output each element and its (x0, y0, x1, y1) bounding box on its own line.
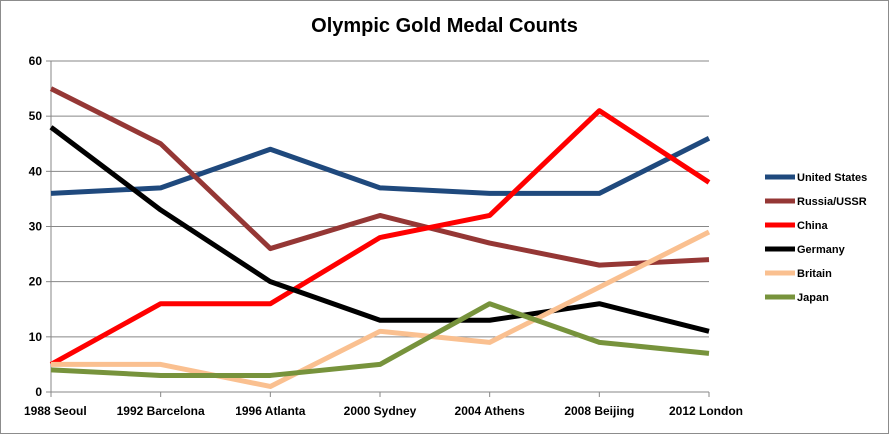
x-tick-label: 2004 Athens (455, 404, 526, 418)
y-tick-label: 0 (35, 385, 42, 399)
series-line (50, 135, 711, 196)
y-tick-label: 10 (29, 330, 43, 344)
gridlines (51, 60, 709, 338)
y-tick-label: 40 (29, 164, 43, 178)
x-tick-label: 1992 Barcelona (117, 404, 205, 418)
legend-label: United States (797, 172, 867, 184)
y-tick-label: 50 (29, 109, 43, 123)
x-tick-label: 2008 Beijing (564, 404, 634, 418)
series-line (49, 125, 710, 334)
legend-label: Germany (797, 244, 846, 256)
y-tick-label: 20 (29, 275, 43, 289)
chart-title: Olympic Gold Medal Counts (311, 15, 578, 37)
y-tick-label: 30 (29, 220, 43, 234)
x-tick-label: 2000 Sydney (344, 404, 417, 418)
x-tick-label: 1996 Atlanta (235, 404, 306, 418)
x-tick-label: 2012 London (669, 404, 743, 418)
legend-label: Britain (797, 268, 832, 280)
axes: 0 10 20 30 40 50 60 1988 Seoul 1992 Barcelona 199… (24, 54, 743, 418)
legend-label: China (797, 220, 828, 232)
legend: United States Russia/USSR China Germany Brit… (765, 172, 867, 304)
legend-label: Russia/USSR (797, 196, 867, 208)
y-tick-label: 60 (29, 54, 43, 68)
x-tick-label: 1988 Seoul (24, 404, 87, 418)
legend-label: Japan (797, 292, 829, 304)
series-lines (49, 86, 711, 389)
